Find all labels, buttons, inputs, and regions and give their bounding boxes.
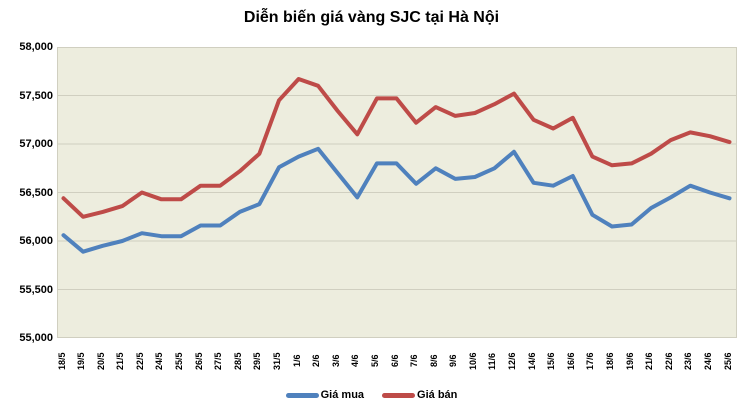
chart-title: Diễn biến giá vàng SJC tại Hà Nội xyxy=(243,9,500,26)
x-axis-tick-label: 29/5 xyxy=(252,352,263,370)
plot-lines xyxy=(57,47,737,338)
y-axis-tick-label: 56,500 xyxy=(19,186,53,199)
x-axis-tick-label: 20/5 xyxy=(95,352,106,370)
sell-series-line xyxy=(61,77,732,219)
x-axis-tick-label: 10/6 xyxy=(467,352,478,370)
x-axis-tick-label: 7/6 xyxy=(409,354,420,368)
x-axis-tick-label: 18/6 xyxy=(604,352,615,370)
y-axis-tick-label: 57,000 xyxy=(19,138,53,150)
legend-label-buy: Giá mua xyxy=(320,389,365,401)
x-axis-tick-label: 4/6 xyxy=(350,354,361,368)
x-axis-tick-label: 28/5 xyxy=(232,352,243,370)
y-axis-tick-label: 56,000 xyxy=(19,235,53,247)
buy-line-swatch-icon xyxy=(285,392,319,398)
x-axis-tick-label: 19/5 xyxy=(76,352,87,370)
sell-line-swatch-icon xyxy=(382,392,416,398)
x-axis-tick-label: 19/6 xyxy=(624,352,635,370)
x-axis-tick-label: 1/6 xyxy=(291,354,302,368)
y-axis-tick-label: 57,500 xyxy=(19,89,53,102)
y-axis-tick-label: 55,500 xyxy=(19,283,53,296)
x-axis-tick-label: 21/5 xyxy=(115,352,126,370)
legend: Giá mua Giá bán xyxy=(0,389,743,401)
x-axis-tick-label: 25/5 xyxy=(174,352,185,370)
x-axis-tick-label: 26/5 xyxy=(193,352,204,370)
y-axis-tick-label: 58,000 xyxy=(19,41,53,53)
x-axis-tick-label: 23/6 xyxy=(683,352,694,370)
x-axis-tick-label: 21/6 xyxy=(644,352,655,370)
x-axis-tick-label: 8/6 xyxy=(428,354,439,368)
x-axis-tick-label: 18/5 xyxy=(56,352,67,370)
legend-item-buy: Giá mua xyxy=(285,389,365,401)
buy-series-line xyxy=(61,146,732,254)
x-axis-tick-label: 24/6 xyxy=(702,352,713,370)
x-axis-tick-label: 5/6 xyxy=(369,354,380,368)
x-axis-tick-label: 25/6 xyxy=(722,352,733,370)
x-axis-tick-label: 27/5 xyxy=(213,352,224,370)
y-axis-tick-label: 55,000 xyxy=(19,332,53,344)
x-axis-tick-label: 14/6 xyxy=(526,352,537,370)
x-axis-tick-label: 24/5 xyxy=(154,352,165,370)
x-axis-tick-label: 16/6 xyxy=(565,352,576,370)
x-axis-tick-label: 31/5 xyxy=(271,352,282,370)
x-axis-tick-label: 22/6 xyxy=(663,352,674,370)
legend-label-sell: Giá bán xyxy=(417,389,458,401)
x-axis-tick-label: 17/6 xyxy=(585,352,596,370)
x-axis-tick-label: 3/6 xyxy=(330,354,341,368)
legend-item-sell: Giá bán xyxy=(382,389,457,401)
x-axis-tick-label: 11/6 xyxy=(487,352,498,370)
x-axis-tick-label: 15/6 xyxy=(546,352,557,370)
x-axis-tick-label: 9/6 xyxy=(448,354,459,368)
x-axis-tick-label: 22/5 xyxy=(134,352,145,370)
x-axis-tick-label: 2/6 xyxy=(311,354,322,368)
x-axis-tick-label: 12/6 xyxy=(507,352,518,370)
x-axis-tick-label: 6/6 xyxy=(389,354,400,368)
